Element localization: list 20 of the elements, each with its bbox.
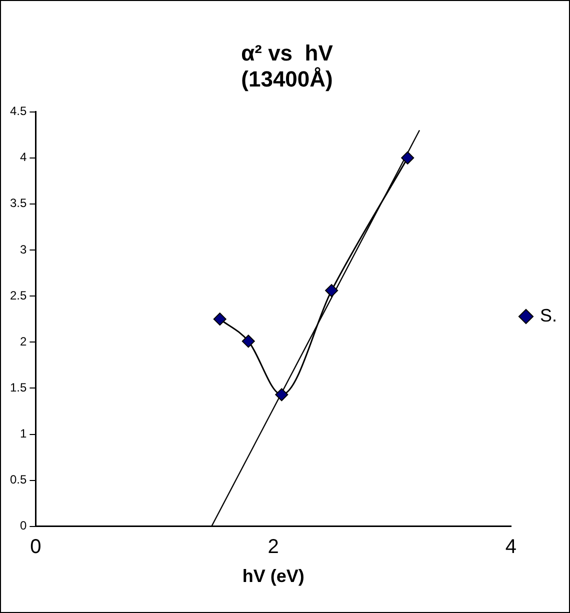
y-tick-label: 0.5	[10, 472, 27, 487]
point	[325, 284, 338, 298]
y-tick-label: 2	[20, 334, 27, 348]
point	[275, 388, 288, 402]
y-tick-label: 4	[20, 150, 27, 164]
legend-label: S.	[540, 305, 558, 326]
point	[213, 312, 226, 326]
y-tick-label: 3	[20, 242, 27, 256]
y-tick-label: 2.5	[10, 288, 27, 302]
y-tick-label: 1.5	[10, 380, 27, 395]
y-tick-label: 4.5	[10, 104, 27, 118]
chart-title: α² vs hV (13400Å)	[241, 40, 334, 92]
point	[242, 334, 255, 348]
point	[401, 151, 414, 164]
x-tick-label: 4	[505, 536, 517, 558]
y-tick-label: 1	[20, 426, 27, 441]
x-axis-title: hV (eV)	[242, 566, 304, 586]
x-tick-label: 2	[268, 536, 279, 558]
y-tick-label: 0	[20, 518, 27, 533]
y-tick-label: 3.5	[10, 196, 27, 210]
